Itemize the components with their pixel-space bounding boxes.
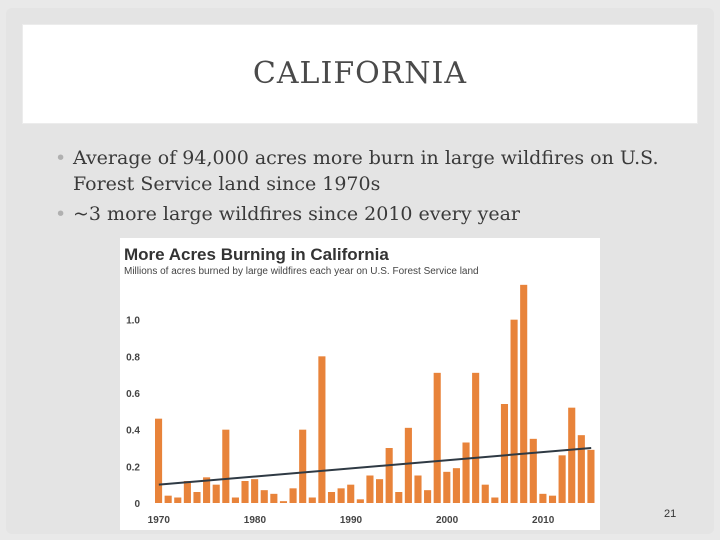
x-axis-ticks: 1970 1980 1990 2000 2010 xyxy=(148,515,555,526)
y-tick-label: 0 xyxy=(134,499,140,510)
bullet-item: • Average of 94,000 acres more burn in la… xyxy=(55,145,695,197)
bullet-dot-icon: • xyxy=(55,147,67,169)
y-tick-label: 0.6 xyxy=(126,389,140,400)
bar-1977 xyxy=(222,429,230,503)
bar-1995 xyxy=(395,492,403,503)
page-number: 21 xyxy=(664,508,677,520)
x-tick-label: 2000 xyxy=(436,515,459,526)
x-tick-label: 1980 xyxy=(244,515,267,526)
bullet-text: Average of 94,000 acres more burn in lar… xyxy=(73,147,659,195)
bar-1993 xyxy=(376,479,384,503)
bar-1998 xyxy=(424,490,432,503)
bar-1973 xyxy=(183,481,191,503)
bar-1990 xyxy=(347,484,355,503)
x-tick-label: 1970 xyxy=(148,515,171,526)
bar-2005 xyxy=(491,497,499,503)
bar-1975 xyxy=(203,477,211,503)
y-axis-ticks: 0 0.2 0.4 0.6 0.8 1.0 xyxy=(126,316,140,510)
y-tick-label: 1.0 xyxy=(126,316,140,327)
y-tick-label: 0.2 xyxy=(126,462,140,473)
bullet-dot-icon: • xyxy=(55,203,67,225)
bar-2000 xyxy=(443,471,451,503)
trend-line xyxy=(158,447,592,486)
bar-1999 xyxy=(433,372,441,503)
bar-1982 xyxy=(270,493,278,503)
bar-1981 xyxy=(260,490,268,503)
x-tick-label: 1990 xyxy=(340,515,363,526)
bar-2008 xyxy=(520,284,528,503)
bar-1994 xyxy=(385,448,393,503)
bar-2011 xyxy=(548,495,557,503)
y-tick-label: 0.4 xyxy=(126,426,140,437)
bar-2015 xyxy=(587,449,595,503)
x-tick-label: 2010 xyxy=(532,515,555,526)
bar-1991 xyxy=(356,499,364,503)
bar-1971 xyxy=(164,495,172,503)
title-box xyxy=(22,24,698,124)
bar-1996 xyxy=(404,427,412,503)
bar-1988 xyxy=(327,492,336,503)
bar-2007 xyxy=(510,319,518,503)
bar-2006 xyxy=(500,404,509,503)
y-tick-label: 0.8 xyxy=(126,352,140,363)
bullet-list: • Average of 94,000 acres more burn in la… xyxy=(55,145,695,231)
bullet-item: • ~3 more large wildfires since 2010 ever… xyxy=(55,201,695,227)
bar-1970 xyxy=(155,418,163,503)
bar-2003 xyxy=(472,372,480,503)
bar-1987 xyxy=(318,356,326,503)
bullet-text: ~3 more large wildfires since 2010 every… xyxy=(73,203,521,225)
chart-subtitle: Millions of acres burned by large wildfi… xyxy=(124,266,479,277)
bar-1983 xyxy=(279,501,288,503)
bar-2014 xyxy=(577,435,585,503)
bar-1985 xyxy=(299,429,307,503)
bar-1980 xyxy=(251,479,259,503)
chart-svg: More Acres Burning in California Million… xyxy=(124,245,595,526)
bar-1984 xyxy=(289,488,297,503)
bar-1989 xyxy=(337,488,345,503)
bar-2001 xyxy=(452,468,460,503)
chart-title: More Acres Burning in California xyxy=(124,245,389,264)
bar-1974 xyxy=(193,492,201,503)
bar-2010 xyxy=(539,493,547,503)
bar-2009 xyxy=(529,438,537,503)
bar-1979 xyxy=(241,481,249,503)
bar-2012 xyxy=(558,455,566,503)
bar-1986 xyxy=(308,497,316,503)
bar-1997 xyxy=(414,475,422,503)
bar-1972 xyxy=(174,497,182,503)
bars-group xyxy=(155,284,595,503)
bar-1978 xyxy=(231,497,239,503)
bar-1992 xyxy=(366,475,374,503)
bar-2002 xyxy=(462,442,470,503)
acres-burned-chart: More Acres Burning in California Million… xyxy=(120,238,600,530)
bar-2004 xyxy=(481,484,489,503)
bar-2013 xyxy=(568,407,576,503)
slide-title: CALIFORNIA xyxy=(252,56,468,91)
bar-1976 xyxy=(212,484,220,503)
